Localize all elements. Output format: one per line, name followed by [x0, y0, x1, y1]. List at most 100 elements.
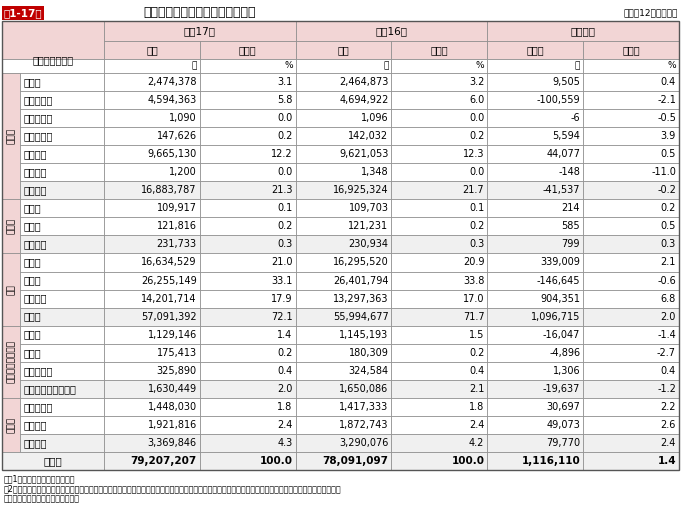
Text: 1,090: 1,090 [169, 113, 197, 123]
Bar [488, 307, 583, 326]
Text: 78,091,097: 78,091,097 [323, 456, 388, 466]
Text: 1,306: 1,306 [552, 366, 580, 376]
Text: 0.5: 0.5 [661, 221, 676, 231]
Text: 0.2: 0.2 [469, 131, 484, 141]
Text: 72.1: 72.1 [271, 312, 293, 322]
Bar [20, 307, 104, 326]
Text: -0.5: -0.5 [657, 113, 676, 123]
Bar [104, 218, 200, 235]
Text: 0.2: 0.2 [277, 131, 293, 141]
Bar [392, 416, 488, 434]
Bar [104, 307, 200, 326]
Bar [583, 253, 679, 271]
Text: 平成16年: 平成16年 [375, 26, 407, 36]
Text: 109,917: 109,917 [157, 203, 197, 213]
Text: 1,872,743: 1,872,743 [339, 420, 388, 430]
Bar [392, 271, 488, 289]
Text: 乗用計: 乗用計 [24, 312, 42, 322]
Text: 0.2: 0.2 [661, 203, 676, 213]
Bar [392, 307, 488, 326]
Bar [488, 416, 583, 434]
Bar [488, 398, 583, 416]
Text: 0.4: 0.4 [661, 366, 676, 376]
Bar [200, 380, 296, 398]
Bar [104, 253, 200, 271]
Bar [20, 289, 104, 307]
Text: 44,077: 44,077 [546, 149, 580, 159]
Text: 0.4: 0.4 [661, 77, 676, 87]
Text: 0.3: 0.3 [469, 239, 484, 250]
Text: 1,096,715: 1,096,715 [530, 312, 580, 322]
Text: %: % [667, 62, 676, 71]
Text: 4,694,922: 4,694,922 [339, 95, 388, 105]
Text: 5,594: 5,594 [552, 131, 580, 141]
Bar [583, 91, 679, 109]
Text: -2.1: -2.1 [657, 95, 676, 105]
Text: 普通車: 普通車 [24, 257, 42, 268]
Text: 小型三輪車: 小型三輪車 [24, 113, 53, 123]
Text: 904,351: 904,351 [540, 294, 580, 304]
Text: 1,630,449: 1,630,449 [148, 384, 197, 394]
Bar [296, 362, 392, 380]
Text: 4,594,363: 4,594,363 [148, 95, 197, 105]
Text: 16,883,787: 16,883,787 [142, 185, 197, 195]
Text: -19,637: -19,637 [543, 384, 580, 394]
Text: 2.0: 2.0 [661, 312, 676, 322]
Text: 1,116,110: 1,116,110 [522, 456, 580, 466]
Bar [296, 181, 392, 200]
Bar [583, 127, 679, 145]
Text: -11.0: -11.0 [651, 167, 676, 177]
Bar [488, 218, 583, 235]
Bar [488, 344, 583, 362]
Text: 57,091,392: 57,091,392 [141, 312, 197, 322]
Text: 0.5: 0.5 [661, 149, 676, 159]
Bar [2, 21, 104, 59]
Bar [2, 73, 20, 200]
Text: 1,129,146: 1,129,146 [148, 330, 197, 339]
Bar [200, 181, 296, 200]
Text: 0.4: 0.4 [469, 366, 484, 376]
Text: 1,448,030: 1,448,030 [148, 402, 197, 412]
Bar [104, 21, 296, 41]
Text: 16,295,520: 16,295,520 [333, 257, 388, 268]
Text: 3,290,076: 3,290,076 [339, 438, 388, 448]
Bar [20, 344, 104, 362]
Bar [296, 218, 392, 235]
Text: 軽四輪車: 軽四輪車 [24, 149, 48, 159]
Bar [200, 271, 296, 289]
Text: 第1-17表: 第1-17表 [3, 8, 42, 18]
Text: 121,816: 121,816 [157, 221, 197, 231]
Text: 14,201,714: 14,201,714 [142, 294, 197, 304]
Text: 2.2: 2.2 [661, 402, 676, 412]
Bar [392, 127, 488, 145]
Text: 乗用: 乗用 [7, 284, 16, 295]
Text: 小型車: 小型車 [24, 348, 42, 358]
Text: 142,032: 142,032 [349, 131, 388, 141]
Bar [296, 253, 392, 271]
Bar [392, 91, 488, 109]
Bar [20, 163, 104, 181]
Bar [104, 181, 200, 200]
Bar [583, 326, 679, 344]
Bar [488, 127, 583, 145]
Bar [20, 380, 104, 398]
Bar [392, 344, 488, 362]
Text: 2.4: 2.4 [469, 420, 484, 430]
Text: 26,255,149: 26,255,149 [141, 276, 197, 286]
Text: 49,073: 49,073 [546, 420, 580, 430]
Bar [104, 452, 200, 470]
Text: 17.9: 17.9 [271, 294, 293, 304]
Text: 3,369,846: 3,369,846 [148, 438, 197, 448]
Text: 二輪車: 二輪車 [7, 417, 16, 433]
Bar [200, 163, 296, 181]
Bar [296, 434, 392, 452]
Bar [200, 307, 296, 326]
Text: 普通車: 普通車 [24, 330, 42, 339]
Bar [296, 398, 392, 416]
Text: 21.7: 21.7 [462, 185, 484, 195]
Bar [200, 73, 296, 91]
Bar [488, 145, 583, 163]
Bar [392, 218, 488, 235]
Text: 1.5: 1.5 [469, 330, 484, 339]
Text: 0.2: 0.2 [277, 221, 293, 231]
